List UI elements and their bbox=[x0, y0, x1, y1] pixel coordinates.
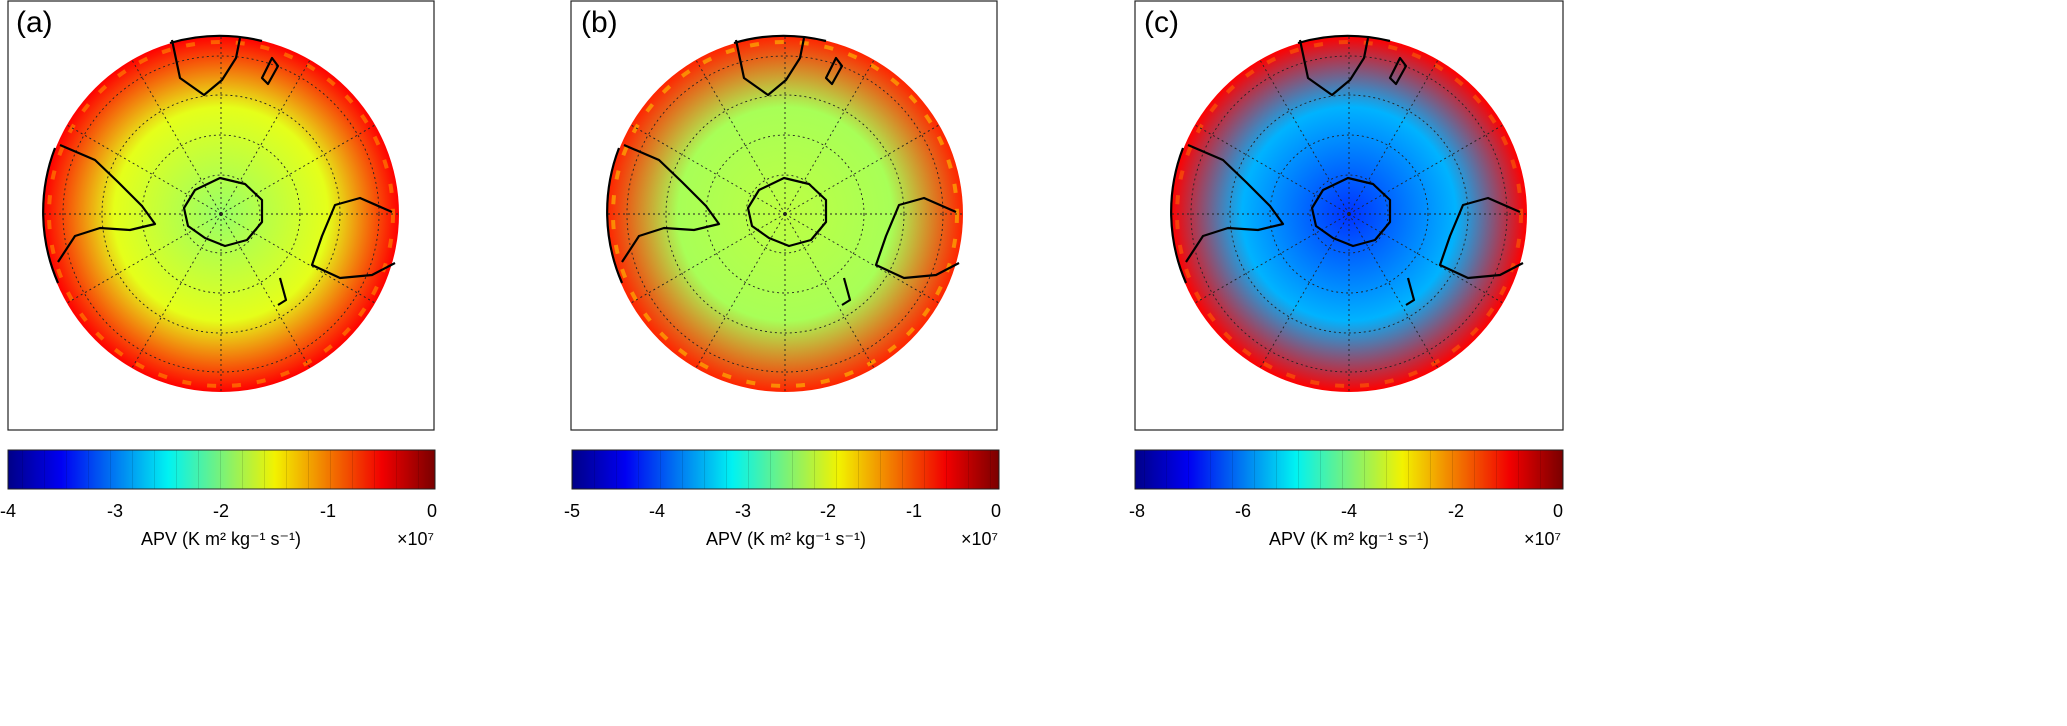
africa-coast bbox=[170, 37, 242, 97]
colorbar-tick-label: -2 bbox=[820, 501, 836, 521]
map-rim-arc bbox=[606, 147, 624, 284]
new-zealand-coast bbox=[841, 277, 852, 306]
colorbar-tick-label: -2 bbox=[213, 501, 229, 521]
colorbar-steps bbox=[8, 450, 435, 489]
colorbar-tick-label: -4 bbox=[0, 501, 16, 521]
colorbar-tick-label: -3 bbox=[107, 501, 123, 521]
coastlines bbox=[1185, 37, 1524, 306]
colorbar-tick-label: 0 bbox=[427, 501, 437, 521]
colorbar-exponent: ×10⁷ bbox=[961, 529, 998, 549]
map-rim-arc bbox=[169, 34, 263, 45]
colorbar-exponent: ×10⁷ bbox=[1524, 529, 1561, 549]
graticule bbox=[43, 36, 399, 392]
latitude-circle bbox=[1309, 174, 1389, 254]
coastlines bbox=[621, 37, 960, 306]
colorbar-tick-label: -1 bbox=[906, 501, 922, 521]
colorbar: -4 -3 -2 -1 0 APV (K m² kg⁻¹ s⁻¹) ×10⁷ bbox=[0, 449, 437, 549]
colorbar-tick-label: -3 bbox=[735, 501, 751, 521]
antarctica-coast bbox=[746, 176, 828, 248]
panel-label: (a) bbox=[16, 6, 53, 39]
colorbar-exponent: ×10⁷ bbox=[397, 529, 434, 549]
latitude-circle bbox=[141, 134, 301, 294]
colorbar-tick-label: -4 bbox=[649, 501, 665, 521]
latitude-circle bbox=[101, 94, 341, 334]
latitude-circle bbox=[745, 174, 825, 254]
colorbar-frame bbox=[7, 449, 436, 490]
colorbar-tick-label: -6 bbox=[1235, 501, 1251, 521]
latitude-circle bbox=[665, 94, 905, 334]
colorbar-tick-label: -5 bbox=[564, 501, 580, 521]
colorbar-label: APV (K m² kg⁻¹ s⁻¹) bbox=[141, 529, 301, 549]
colorbar: -5 -4 -3 -2 -1 0 APV (K m² kg⁻¹ s⁻¹) ×10… bbox=[564, 449, 1001, 549]
colorbar-label: APV (K m² kg⁻¹ s⁻¹) bbox=[1269, 529, 1429, 549]
africa-coast bbox=[734, 37, 806, 97]
map-rim-arc bbox=[1170, 147, 1188, 284]
map-rim-arc bbox=[733, 34, 827, 45]
graticule bbox=[607, 36, 963, 392]
colorbar-tick-label: -4 bbox=[1341, 501, 1357, 521]
graticule bbox=[1171, 36, 1527, 392]
latitude-circle bbox=[181, 174, 261, 254]
latitude-circle bbox=[705, 134, 865, 294]
colorbar-tick-label: -2 bbox=[1448, 501, 1464, 521]
panel-label: (b) bbox=[581, 6, 618, 39]
south-america-coast bbox=[1185, 143, 1285, 263]
new-zealand-coast bbox=[1405, 277, 1416, 306]
madagascar-coast bbox=[260, 56, 280, 86]
madagascar-coast bbox=[1388, 56, 1408, 86]
panel-b: (b) bbox=[564, 0, 1001, 549]
latitude-circle bbox=[62, 55, 380, 373]
panel-a: (a) bbox=[0, 0, 437, 549]
south-america-coast bbox=[621, 143, 721, 263]
australia-coast bbox=[1438, 196, 1524, 280]
colorbar-tick-label: 0 bbox=[1553, 501, 1563, 521]
coastlines bbox=[57, 37, 396, 306]
latitude-circle bbox=[626, 55, 944, 373]
australia-coast bbox=[310, 196, 396, 280]
colorbar-tick-label: -8 bbox=[1129, 501, 1145, 521]
south-america-coast bbox=[57, 143, 157, 263]
africa-coast bbox=[1298, 37, 1370, 97]
madagascar-coast bbox=[824, 56, 844, 86]
map-rim-arc bbox=[42, 147, 60, 284]
latitude-circle bbox=[1229, 94, 1469, 334]
colorbar-frame bbox=[1134, 449, 1564, 490]
antarctica-coast bbox=[182, 176, 264, 248]
latitude-circle bbox=[1269, 134, 1429, 294]
antarctica-coast bbox=[1310, 176, 1392, 248]
colorbar-frame bbox=[571, 449, 1000, 490]
panel-c: (c) bbox=[1129, 0, 1564, 549]
panel-label: (c) bbox=[1144, 6, 1179, 39]
colorbar-tick-label: -1 bbox=[320, 501, 336, 521]
colorbar-tick-label: 0 bbox=[991, 501, 1001, 521]
colorbar-label: APV (K m² kg⁻¹ s⁻¹) bbox=[706, 529, 866, 549]
colorbar-steps bbox=[1135, 450, 1563, 489]
australia-coast bbox=[874, 196, 960, 280]
colorbar-steps bbox=[572, 450, 999, 489]
new-zealand-coast bbox=[277, 277, 288, 306]
latitude-circle bbox=[1190, 55, 1508, 373]
colorbar: -8 -6 -4 -2 0 APV (K m² kg⁻¹ s⁻¹) ×10⁷ bbox=[1129, 449, 1564, 549]
map-rim-arc bbox=[1297, 34, 1391, 45]
